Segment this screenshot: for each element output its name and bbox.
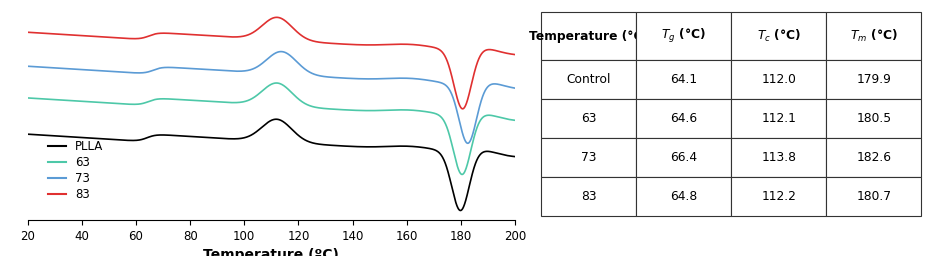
PLLA [500, 154, 511, 157]
63 [500, 117, 511, 120]
PLLA [231, 137, 242, 140]
PLLA [447, 190, 458, 194]
83 [231, 35, 242, 38]
83 [78, 34, 89, 37]
Line: 73: 73 [28, 51, 515, 143]
83 [509, 53, 520, 56]
63 [231, 101, 242, 104]
73 [209, 69, 220, 72]
83 [447, 80, 458, 83]
83 [271, 16, 282, 19]
PLLA [106, 138, 118, 141]
PLLA [22, 133, 33, 136]
83 [500, 51, 511, 55]
83 [22, 31, 33, 34]
73 [231, 70, 242, 73]
73 [275, 50, 286, 53]
73 [462, 142, 473, 145]
Line: 83: 83 [28, 17, 515, 109]
PLLA [209, 136, 220, 140]
X-axis label: Temperature (ºC): Temperature (ºC) [204, 248, 339, 256]
63 [22, 97, 33, 100]
73 [78, 68, 89, 71]
73 [106, 70, 118, 73]
PLLA [78, 136, 89, 139]
Line: 63: 63 [28, 83, 515, 174]
83 [106, 36, 118, 39]
PLLA [270, 118, 282, 121]
63 [209, 100, 220, 103]
63 [457, 173, 468, 176]
63 [447, 148, 458, 151]
73 [509, 87, 520, 90]
PLLA [509, 155, 520, 158]
83 [457, 107, 469, 110]
Line: PLLA: PLLA [28, 119, 515, 210]
63 [78, 100, 89, 103]
73 [22, 65, 33, 68]
Legend: PLLA, 63, 73, 83: PLLA, 63, 73, 83 [44, 135, 108, 206]
63 [106, 102, 118, 105]
73 [447, 96, 458, 99]
PLLA [455, 209, 466, 212]
63 [271, 81, 282, 84]
63 [509, 119, 520, 122]
73 [500, 84, 511, 88]
83 [209, 35, 220, 38]
